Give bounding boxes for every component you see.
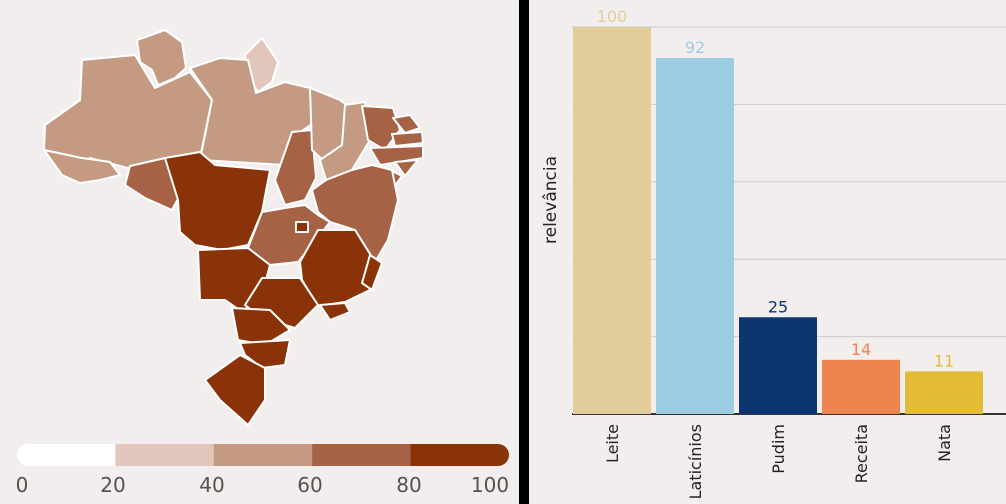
category-label: Nata [935, 424, 954, 462]
map-region-espirito-santo [361, 254, 383, 291]
bar-value-label: 14 [851, 340, 871, 359]
bar-receita [822, 359, 900, 414]
category-label: Leite [603, 424, 622, 463]
map-regions [43, 29, 424, 426]
bar-value-label: 25 [768, 297, 788, 316]
bar-leite [573, 27, 651, 414]
bar-value-label: 100 [597, 7, 628, 26]
map-region-rio-grande-do-norte [392, 114, 421, 134]
legend-tick-label: 100 [471, 473, 509, 497]
bar-nata [905, 371, 983, 414]
legend-tick-label: 20 [100, 473, 125, 497]
map-region-rio-grande-do-sul [204, 354, 266, 426]
bar-laticinios [656, 57, 734, 415]
choropleth-map-panel: 0 20 40 60 80 100 [15, 29, 510, 497]
bar-value-label: 11 [934, 351, 954, 370]
legend-tick-label: 40 [199, 473, 224, 497]
chart-bars [573, 27, 983, 415]
bar-pudim [739, 317, 817, 414]
map-legend: 0 20 40 60 80 100 [16, 444, 509, 497]
category-label: Receita [852, 424, 871, 483]
legend-tick-label: 60 [297, 473, 322, 497]
legend-bin [410, 444, 509, 466]
bar-chart-panel: 100 Leite 92 Laticínios 25 Pudim 14 Receita 11 Na… [529, 0, 1006, 504]
map-region-alagoas [394, 159, 419, 177]
brazil-map: 0 20 40 60 80 100 [16, 29, 509, 497]
legend-bin [17, 444, 116, 466]
legend-bin [213, 444, 313, 466]
map-region-mato-grosso [164, 151, 271, 251]
panel-divider [519, 0, 529, 504]
legend-bin [115, 444, 215, 466]
bar-chart: 100 Leite 92 Laticínios 25 Pudim 14 Receita 11 Na… [541, 7, 1006, 499]
legend-tick-label: 80 [396, 473, 421, 497]
map-region-pernambuco [369, 145, 424, 166]
y-axis-title: relevância [541, 156, 561, 244]
map-region-paraiba [391, 131, 424, 147]
map-region-bahia [311, 164, 399, 263]
map-region-distrito-federal [295, 221, 309, 233]
category-label: Laticínios [686, 424, 705, 499]
category-label: Pudim [769, 424, 788, 474]
chart-labels: 100 Leite 92 Laticínios 25 Pudim 14 Receita 11 Na… [597, 7, 954, 499]
bar-value-label: 92 [685, 38, 705, 57]
map-region-parana [231, 307, 291, 346]
legend-tick-label: 0 [16, 473, 29, 497]
map-region-acre [43, 149, 121, 184]
map-region-rio-de-janeiro [319, 302, 351, 321]
legend-bin [312, 444, 412, 466]
map-region-santa-catarina [239, 339, 291, 369]
